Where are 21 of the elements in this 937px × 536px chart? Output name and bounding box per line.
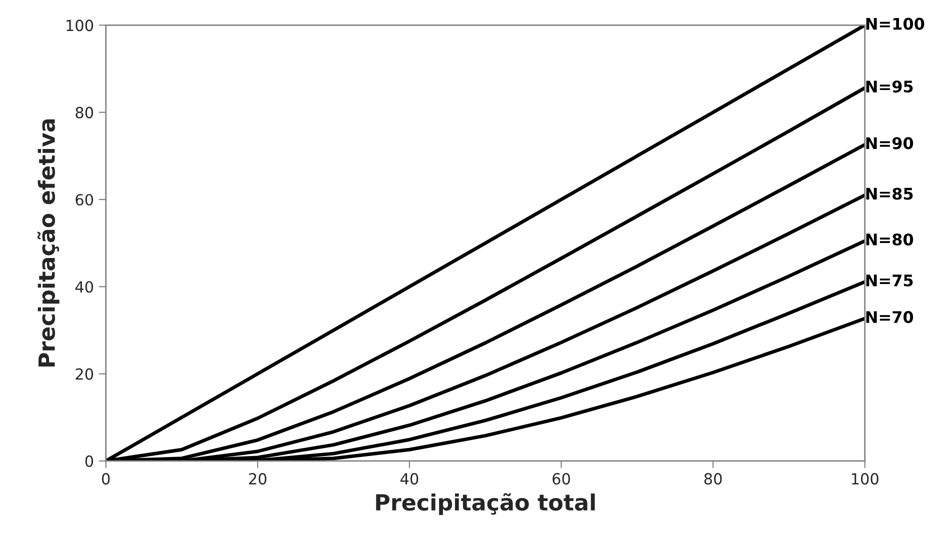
- x-tick-label: 60: [552, 473, 570, 485]
- series-label: N=70: [866, 311, 914, 324]
- series-label: N=80: [866, 233, 914, 246]
- x-tick-label: 0: [102, 473, 110, 485]
- y-axis-title: Precipitação efetiva: [37, 119, 60, 367]
- x-tick-label: 100: [852, 473, 878, 485]
- series-label: N=90: [866, 137, 914, 150]
- series-label: N=75: [866, 274, 913, 286]
- series-label: N=95: [866, 80, 913, 93]
- x-tick-label: 40: [400, 473, 418, 485]
- y-tick-label: 20: [76, 368, 94, 380]
- y-tick-label: 0: [85, 455, 94, 467]
- y-tick-label: 40: [75, 281, 94, 293]
- series-label: N=100: [866, 18, 924, 30]
- y-tick-label: 60: [76, 194, 94, 206]
- y-tick-label: 80: [76, 106, 94, 118]
- series-label: N=85: [866, 188, 913, 200]
- y-tick-label: 100: [66, 20, 94, 32]
- x-axis-title: Precipitação total: [376, 493, 595, 516]
- x-tick-label: 80: [704, 473, 722, 485]
- x-tick-label: 20: [249, 473, 266, 485]
